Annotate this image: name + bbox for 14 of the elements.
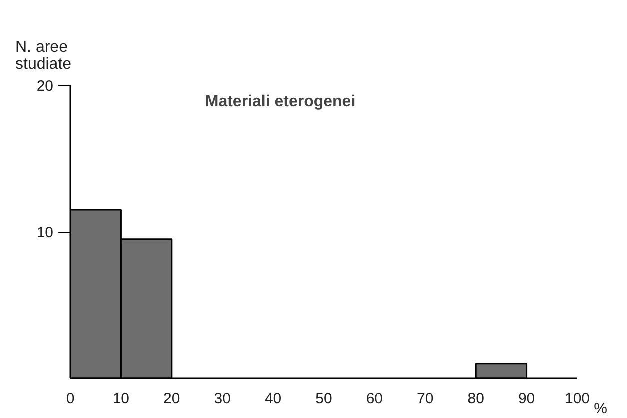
x-tick-label: 0	[66, 390, 75, 408]
x-tick-label: 20	[164, 390, 180, 408]
x-tick-label: 60	[366, 390, 384, 408]
x-tick-label: 80	[468, 390, 484, 408]
x-tick-label: 100	[564, 390, 590, 408]
x-tick-label: 10	[112, 390, 130, 408]
x-tick-label: 30	[214, 390, 231, 408]
x-tick-label: 70	[417, 390, 434, 408]
text: Materiali eterogenei	[205, 94, 356, 110]
x-tick-label: 90	[518, 390, 536, 408]
x-tick-label: 50	[316, 390, 332, 408]
y-axis-title: N. aree studiate	[16, 39, 72, 73]
x-axis-title: %	[594, 400, 608, 418]
x-tick-label: 40	[264, 390, 282, 408]
